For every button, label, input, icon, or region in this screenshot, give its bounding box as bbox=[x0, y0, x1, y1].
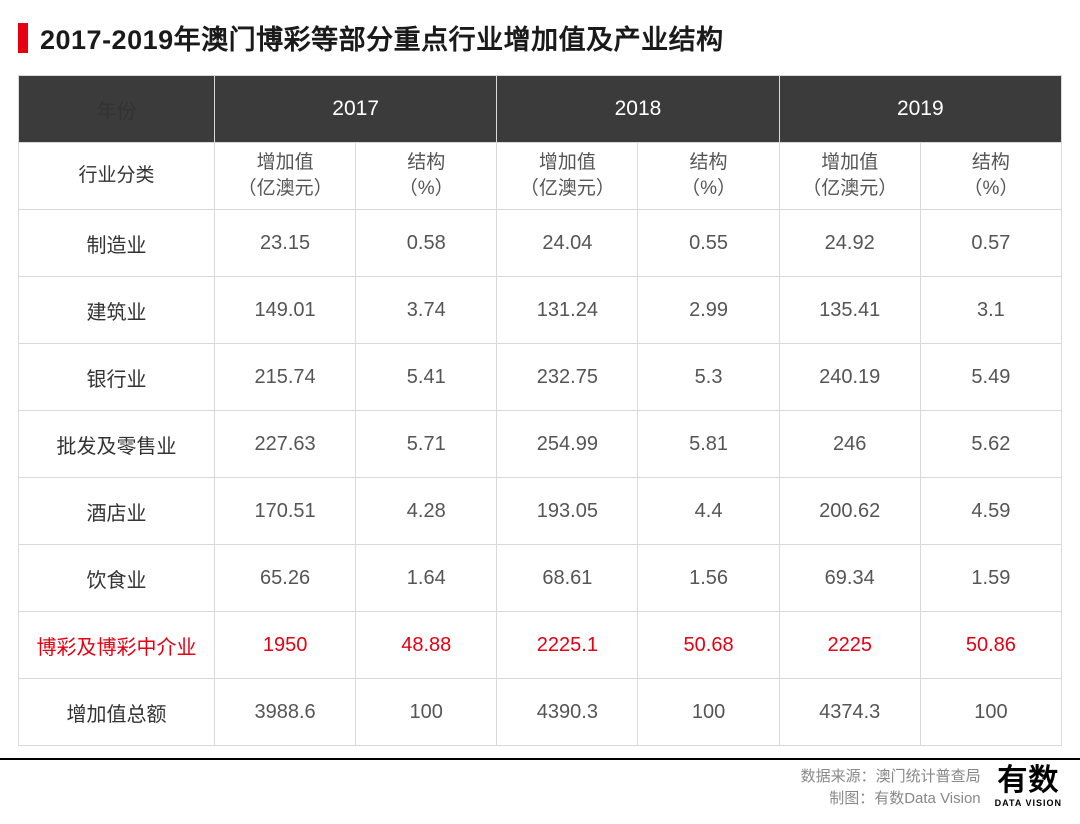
table-row: 酒店业170.514.28193.054.4200.624.59 bbox=[19, 478, 1062, 545]
cell-p18: 5.81 bbox=[638, 411, 779, 478]
cell-p19: 1.59 bbox=[920, 545, 1061, 612]
cell-v17: 170.51 bbox=[215, 478, 356, 545]
cell-p18: 5.3 bbox=[638, 344, 779, 411]
subheader-category: 行业分类 bbox=[19, 143, 215, 210]
cell-v19: 200.62 bbox=[779, 478, 920, 545]
footer: 数据来源：澳门统计普查局 制图：有数Data Vision 有数 DATA VI… bbox=[0, 758, 1080, 810]
cell-p19: 5.49 bbox=[920, 344, 1061, 411]
cell-p19: 4.59 bbox=[920, 478, 1061, 545]
cell-v18: 232.75 bbox=[497, 344, 638, 411]
footer-source: 数据来源：澳门统计普查局 bbox=[801, 766, 981, 788]
cell-v17: 149.01 bbox=[215, 277, 356, 344]
cell-v17: 215.74 bbox=[215, 344, 356, 411]
row-name: 博彩及博彩中介业 bbox=[19, 612, 215, 679]
table-row: 批发及零售业227.635.71254.995.812465.62 bbox=[19, 411, 1062, 478]
row-name: 制造业 bbox=[19, 210, 215, 277]
subheader-pct-2017: 结构（%） bbox=[356, 143, 497, 210]
cell-p17: 5.71 bbox=[356, 411, 497, 478]
table-subheader-row: 行业分类 增加值（亿澳元） 结构（%） 增加值（亿澳元） 结构（%） 增加值（亿… bbox=[19, 143, 1062, 210]
cell-v18: 254.99 bbox=[497, 411, 638, 478]
title-bar: 2017-2019年澳门博彩等部分重点行业增加值及产业结构 bbox=[18, 18, 1062, 57]
header-year: 年份 bbox=[19, 76, 215, 143]
cell-p17: 1.64 bbox=[356, 545, 497, 612]
cell-v18: 193.05 bbox=[497, 478, 638, 545]
cell-v19: 69.34 bbox=[779, 545, 920, 612]
footer-maker: 制图：有数Data Vision bbox=[801, 788, 981, 810]
cell-v17: 3988.6 bbox=[215, 679, 356, 746]
cell-v17: 23.15 bbox=[215, 210, 356, 277]
table-row: 银行业215.745.41232.755.3240.195.49 bbox=[19, 344, 1062, 411]
cell-p18: 0.55 bbox=[638, 210, 779, 277]
cell-v19: 24.92 bbox=[779, 210, 920, 277]
cell-v18: 68.61 bbox=[497, 545, 638, 612]
cell-v18: 2225.1 bbox=[497, 612, 638, 679]
row-name: 饮食业 bbox=[19, 545, 215, 612]
cell-p18: 50.68 bbox=[638, 612, 779, 679]
cell-v19: 240.19 bbox=[779, 344, 920, 411]
row-name: 增加值总额 bbox=[19, 679, 215, 746]
cell-v18: 24.04 bbox=[497, 210, 638, 277]
cell-p19: 0.57 bbox=[920, 210, 1061, 277]
logo-main: 有数 bbox=[997, 766, 1059, 796]
header-2017: 2017 bbox=[215, 76, 497, 143]
row-name: 酒店业 bbox=[19, 478, 215, 545]
table-header-row: 年份 2017 2018 2019 bbox=[19, 76, 1062, 143]
cell-v19: 2225 bbox=[779, 612, 920, 679]
subheader-value-2019: 增加值（亿澳元） bbox=[779, 143, 920, 210]
cell-p18: 2.99 bbox=[638, 277, 779, 344]
cell-v17: 1950 bbox=[215, 612, 356, 679]
cell-p18: 4.4 bbox=[638, 478, 779, 545]
header-2019: 2019 bbox=[779, 76, 1061, 143]
cell-p19: 100 bbox=[920, 679, 1061, 746]
subheader-pct-2018: 结构（%） bbox=[638, 143, 779, 210]
row-name: 银行业 bbox=[19, 344, 215, 411]
cell-p18: 1.56 bbox=[638, 545, 779, 612]
cell-p18: 100 bbox=[638, 679, 779, 746]
title-accent-block bbox=[18, 23, 28, 53]
cell-p19: 5.62 bbox=[920, 411, 1061, 478]
table-row: 博彩及博彩中介业195048.882225.150.68222550.86 bbox=[19, 612, 1062, 679]
cell-p17: 0.58 bbox=[356, 210, 497, 277]
logo: 有数 DATA VISION bbox=[995, 766, 1062, 808]
table-row: 制造业23.150.5824.040.5524.920.57 bbox=[19, 210, 1062, 277]
row-name: 建筑业 bbox=[19, 277, 215, 344]
cell-v19: 246 bbox=[779, 411, 920, 478]
cell-v19: 135.41 bbox=[779, 277, 920, 344]
logo-sub: DATA VISION bbox=[995, 798, 1062, 808]
header-2018: 2018 bbox=[497, 76, 779, 143]
table-row: 增加值总额3988.61004390.31004374.3100 bbox=[19, 679, 1062, 746]
footer-text: 数据来源：澳门统计普查局 制图：有数Data Vision bbox=[801, 766, 981, 810]
cell-v19: 4374.3 bbox=[779, 679, 920, 746]
page-title: 2017-2019年澳门博彩等部分重点行业增加值及产业结构 bbox=[40, 18, 724, 57]
subheader-value-2018: 增加值（亿澳元） bbox=[497, 143, 638, 210]
cell-p17: 5.41 bbox=[356, 344, 497, 411]
cell-p19: 50.86 bbox=[920, 612, 1061, 679]
cell-p17: 100 bbox=[356, 679, 497, 746]
cell-p19: 3.1 bbox=[920, 277, 1061, 344]
cell-v18: 4390.3 bbox=[497, 679, 638, 746]
subheader-value-2017: 增加值（亿澳元） bbox=[215, 143, 356, 210]
cell-v18: 131.24 bbox=[497, 277, 638, 344]
data-table: 年份 2017 2018 2019 行业分类 增加值（亿澳元） 结构（%） 增加… bbox=[18, 75, 1062, 746]
cell-v17: 65.26 bbox=[215, 545, 356, 612]
cell-p17: 4.28 bbox=[356, 478, 497, 545]
subheader-pct-2019: 结构（%） bbox=[920, 143, 1061, 210]
table-row: 建筑业149.013.74131.242.99135.413.1 bbox=[19, 277, 1062, 344]
table-row: 饮食业65.261.6468.611.5669.341.59 bbox=[19, 545, 1062, 612]
cell-v17: 227.63 bbox=[215, 411, 356, 478]
cell-p17: 48.88 bbox=[356, 612, 497, 679]
row-name: 批发及零售业 bbox=[19, 411, 215, 478]
cell-p17: 3.74 bbox=[356, 277, 497, 344]
